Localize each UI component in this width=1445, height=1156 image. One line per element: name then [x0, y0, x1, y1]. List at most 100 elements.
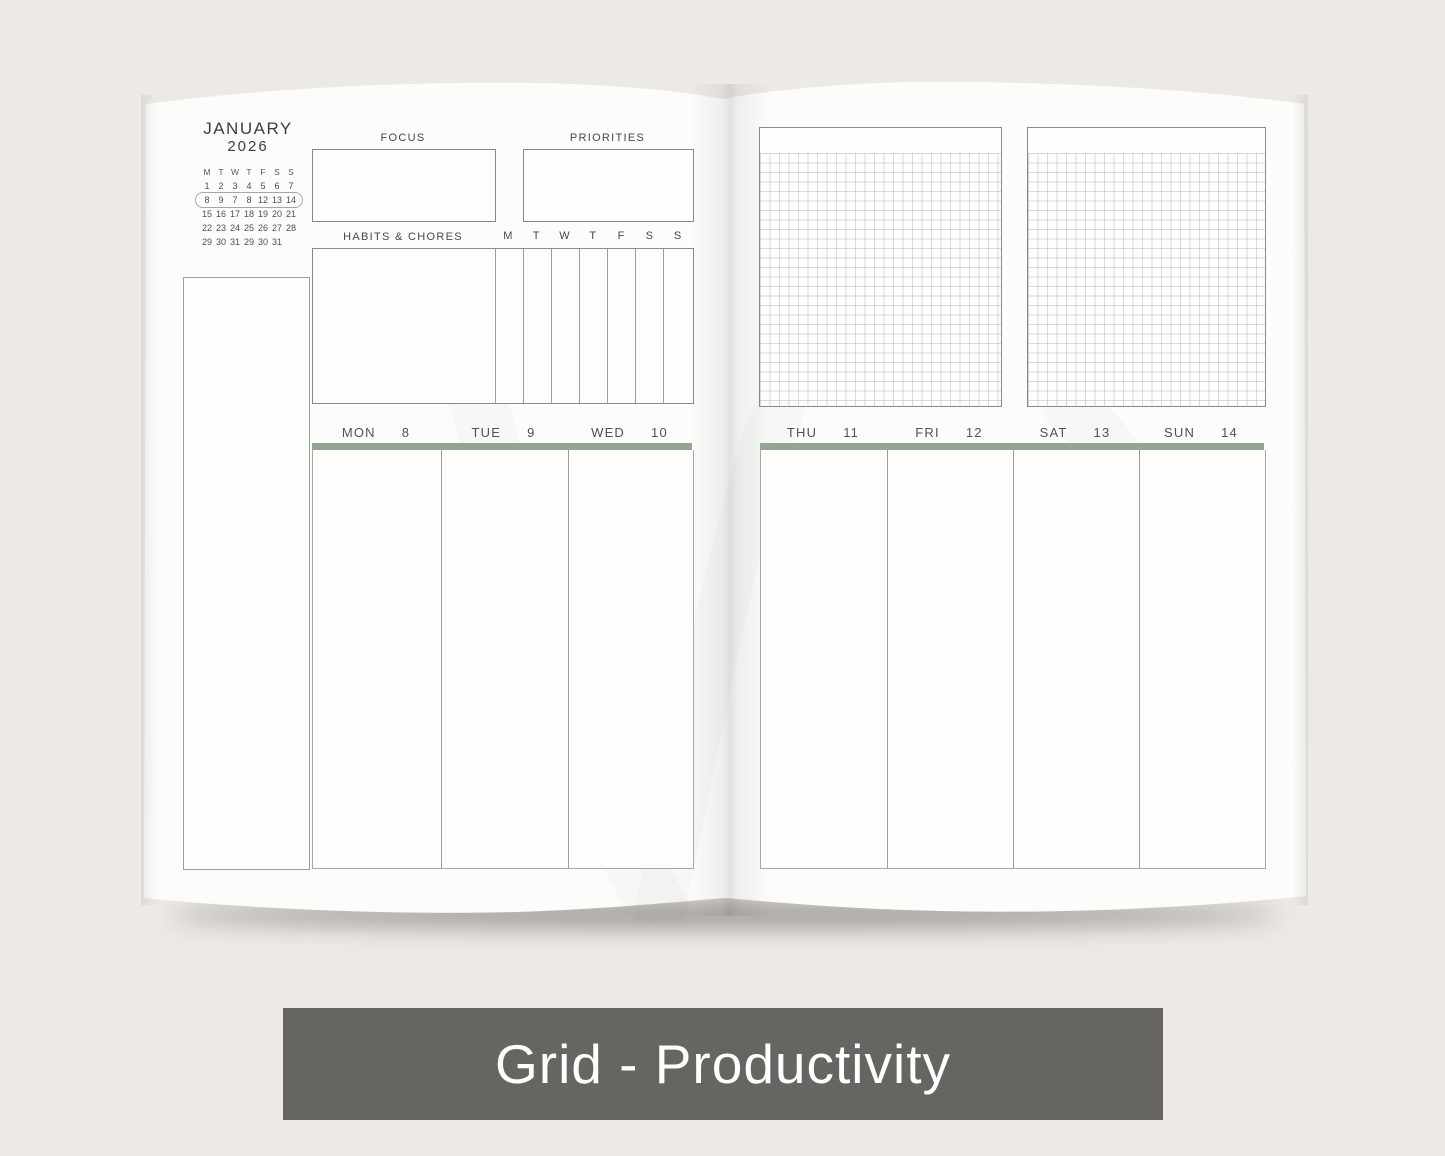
- habit-weekday: T: [589, 230, 597, 242]
- notes-box-grid: [1028, 153, 1265, 406]
- calendar-day-cell: 29: [201, 237, 212, 247]
- calendar-week-row: 1 2 3 4 5 6 7: [200, 179, 298, 193]
- calendar-weekday: M: [203, 167, 211, 177]
- day-date: 8: [401, 424, 411, 440]
- habit-column-divider: [495, 249, 496, 403]
- day-column-divider: [887, 450, 888, 868]
- day-date: 13: [1093, 424, 1111, 440]
- calendar-day-cell: 20: [271, 209, 282, 219]
- habit-column-divider: [523, 249, 524, 403]
- day-header-tue: TUE 9: [440, 423, 567, 441]
- left-day-columns: [312, 450, 694, 869]
- day-name: TUE: [471, 424, 502, 440]
- calendar-day-cell: 21: [285, 209, 296, 219]
- calendar-day-cell: 2: [218, 181, 224, 191]
- right-notes-box-1: [759, 127, 1002, 407]
- calendar-weekday: S: [274, 167, 280, 177]
- habit-column-divider: [663, 249, 664, 403]
- calendar-week-row: 15 16 17 18 19 20 21: [200, 207, 298, 221]
- right-day-columns: [760, 450, 1266, 869]
- day-name: WED: [591, 424, 626, 440]
- calendar-day-cell: 31: [271, 237, 282, 247]
- notes-box-header: [1028, 128, 1265, 153]
- mini-calendar: M T W T F S S 1 2 3 4 5 6 7 8 9 7 8: [195, 165, 303, 249]
- calendar-day-cell: 15: [201, 209, 212, 219]
- right-cover-edge: [1292, 95, 1308, 905]
- calendar-day-cell: 16: [215, 209, 226, 219]
- day-name: MON: [341, 424, 376, 440]
- notes-grid-box: [183, 277, 310, 870]
- calendar-day-cell: 30: [257, 237, 268, 247]
- day-header-mon: MON 8: [312, 423, 440, 441]
- notes-box-grid: [760, 153, 1001, 406]
- month-year-title: JANUARY 2026: [193, 119, 303, 155]
- day-header-wed: WED 10: [567, 423, 692, 441]
- habit-weekday: F: [617, 230, 625, 242]
- calendar-day-cell: 28: [285, 223, 296, 233]
- calendar-day-cell: 25: [243, 223, 254, 233]
- habit-weekday: S: [673, 230, 682, 242]
- habit-column-divider: [635, 249, 636, 403]
- calendar-current-week-row: 8 9 7 8 12 13 14: [195, 192, 303, 208]
- product-title-banner: Grid - Productivity: [283, 1008, 1163, 1120]
- right-notes-box-2: [1027, 127, 1266, 407]
- calendar-day-cell: 30: [215, 237, 226, 247]
- calendar-day-cell: 7: [288, 181, 294, 191]
- habit-weekday: W: [559, 230, 571, 242]
- calendar-weekday: T: [218, 167, 224, 177]
- day-name: SUN: [1164, 424, 1196, 440]
- calendar-weekday: T: [246, 167, 252, 177]
- habit-weekday-columns: M T W T F S S: [494, 230, 692, 242]
- habits-tracker-box: [312, 248, 694, 404]
- focus-box: [312, 149, 496, 222]
- day-date: 12: [965, 424, 983, 440]
- day-name: THU: [786, 424, 818, 440]
- calendar-day-cell: 19: [257, 209, 268, 219]
- calendar-day-cell: 27: [271, 223, 282, 233]
- calendar-day-cell: 3: [232, 181, 238, 191]
- day-date: 10: [651, 424, 668, 440]
- calendar-day-cell: 5: [260, 181, 266, 191]
- habit-weekday: S: [645, 230, 654, 242]
- calendar-day-cell: 24: [229, 223, 240, 233]
- month-label: JANUARY: [203, 119, 293, 138]
- habit-column-divider: [551, 249, 552, 403]
- calendar-day-cell: 23: [215, 223, 226, 233]
- left-cover-edge: [141, 95, 157, 905]
- day-column-divider: [441, 450, 442, 868]
- priorities-box: [523, 149, 694, 222]
- habit-column-divider: [607, 249, 608, 403]
- right-day-header-row: THU 11 FRI 12 SAT 13 SUN 14: [760, 423, 1264, 441]
- day-name: FRI: [915, 424, 940, 440]
- habit-column-divider: [579, 249, 580, 403]
- day-column-divider: [1139, 450, 1140, 868]
- calendar-weekday: W: [230, 167, 240, 177]
- calendar-day-cell: 26: [257, 223, 268, 233]
- habit-weekday: M: [503, 230, 513, 242]
- calendar-day-cell: 17: [229, 209, 240, 219]
- day-header-thu: THU 11: [760, 423, 886, 441]
- notes-box-header: [760, 128, 1001, 153]
- year-label: 2026: [227, 138, 269, 155]
- calendar-day-cell: 31: [229, 237, 240, 247]
- calendar-day-cell: 18: [243, 209, 254, 219]
- calendar-day-cell: 6: [274, 181, 280, 191]
- calendar-weekday: F: [260, 167, 266, 177]
- calendar-weekday: S: [288, 167, 294, 177]
- calendar-day-cell: 29: [243, 237, 254, 247]
- day-date: 11: [843, 424, 860, 440]
- calendar-day-cell: 4: [246, 181, 252, 191]
- calendar-day-cell: 1: [204, 181, 210, 191]
- day-name: SAT: [1039, 424, 1068, 440]
- calendar-week-row: 22 23 24 25 26 27 28: [200, 221, 298, 235]
- day-date: 14: [1221, 424, 1238, 440]
- calendar-day-cell: 22: [201, 223, 212, 233]
- calendar-week-row: 29 30 31 29 30 31: [200, 235, 298, 249]
- habits-chores-label: HABITS & CHORES: [343, 231, 463, 243]
- spine-shadow: [688, 84, 772, 916]
- day-date: 9: [527, 424, 536, 440]
- day-column-divider: [568, 450, 569, 868]
